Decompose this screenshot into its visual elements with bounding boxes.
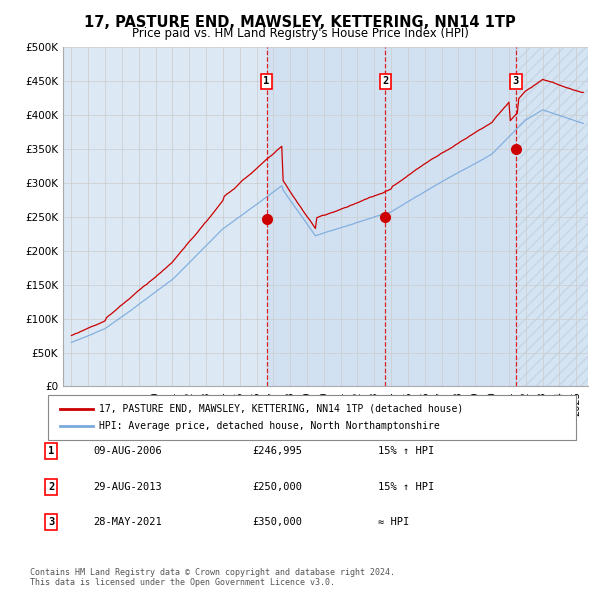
Text: 3: 3 bbox=[512, 76, 519, 86]
Text: Price paid vs. HM Land Registry's House Price Index (HPI): Price paid vs. HM Land Registry's House … bbox=[131, 27, 469, 40]
Text: Contains HM Land Registry data © Crown copyright and database right 2024.
This d: Contains HM Land Registry data © Crown c… bbox=[30, 568, 395, 587]
Text: 15% ↑ HPI: 15% ↑ HPI bbox=[378, 482, 434, 491]
Text: 2: 2 bbox=[382, 76, 389, 86]
Text: £246,995: £246,995 bbox=[252, 447, 302, 456]
Text: 29-AUG-2013: 29-AUG-2013 bbox=[93, 482, 162, 491]
Text: £250,000: £250,000 bbox=[252, 482, 302, 491]
Text: 15% ↑ HPI: 15% ↑ HPI bbox=[378, 447, 434, 456]
Text: ≈ HPI: ≈ HPI bbox=[378, 517, 409, 527]
Bar bbox=[516, 47, 588, 386]
Text: 2: 2 bbox=[48, 482, 54, 491]
Text: 1: 1 bbox=[48, 447, 54, 456]
Text: 3: 3 bbox=[48, 517, 54, 527]
Text: 1: 1 bbox=[263, 76, 270, 86]
Text: 17, PASTURE END, MAWSLEY, KETTERING, NN14 1TP (detached house): 17, PASTURE END, MAWSLEY, KETTERING, NN1… bbox=[99, 404, 463, 414]
Text: 09-AUG-2006: 09-AUG-2006 bbox=[93, 447, 162, 456]
Text: 17, PASTURE END, MAWSLEY, KETTERING, NN14 1TP: 17, PASTURE END, MAWSLEY, KETTERING, NN1… bbox=[84, 15, 516, 30]
Text: 28-MAY-2021: 28-MAY-2021 bbox=[93, 517, 162, 527]
Text: HPI: Average price, detached house, North Northamptonshire: HPI: Average price, detached house, Nort… bbox=[99, 421, 440, 431]
Text: £350,000: £350,000 bbox=[252, 517, 302, 527]
Bar bbox=[266, 47, 516, 386]
